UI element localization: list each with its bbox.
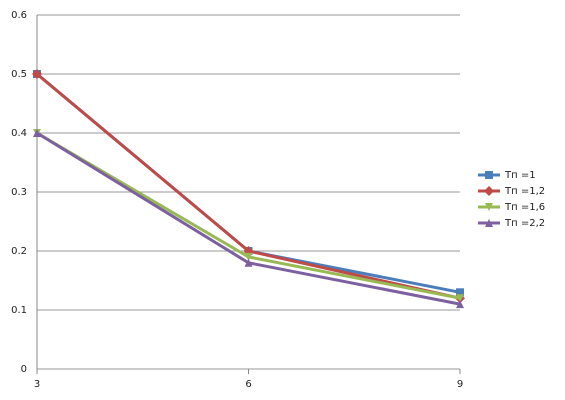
y-tick-label: 0.2 (11, 246, 27, 257)
y-tick-label: 0.1 (11, 305, 27, 316)
y-tick-label: 0 (21, 364, 27, 375)
x-tick-label: 9 (457, 379, 463, 390)
marker (484, 186, 494, 196)
y-tick-label: 0.3 (11, 187, 27, 198)
legend-label: Тп =1,2 (504, 186, 545, 197)
marker (456, 288, 464, 297)
marker (456, 300, 464, 309)
marker (33, 129, 41, 137)
marker (32, 69, 42, 79)
legend-label: Тп =1,6 (504, 202, 545, 213)
x-tick-label: 6 (245, 379, 251, 390)
y-tick-label: 0.5 (11, 69, 27, 80)
marker (456, 294, 464, 303)
marker (485, 219, 493, 227)
series-line (36, 131, 461, 300)
x-tick-label: 3 (34, 379, 40, 390)
y-tick-label: 0.6 (11, 10, 27, 21)
marker (244, 252, 253, 261)
marker (485, 203, 493, 211)
marker (485, 171, 493, 179)
marker (244, 258, 253, 267)
legend-label: Тп =1 (504, 170, 536, 181)
y-tick-label: 0.4 (11, 128, 27, 139)
legend-label: Тп =2,2 (504, 218, 545, 229)
